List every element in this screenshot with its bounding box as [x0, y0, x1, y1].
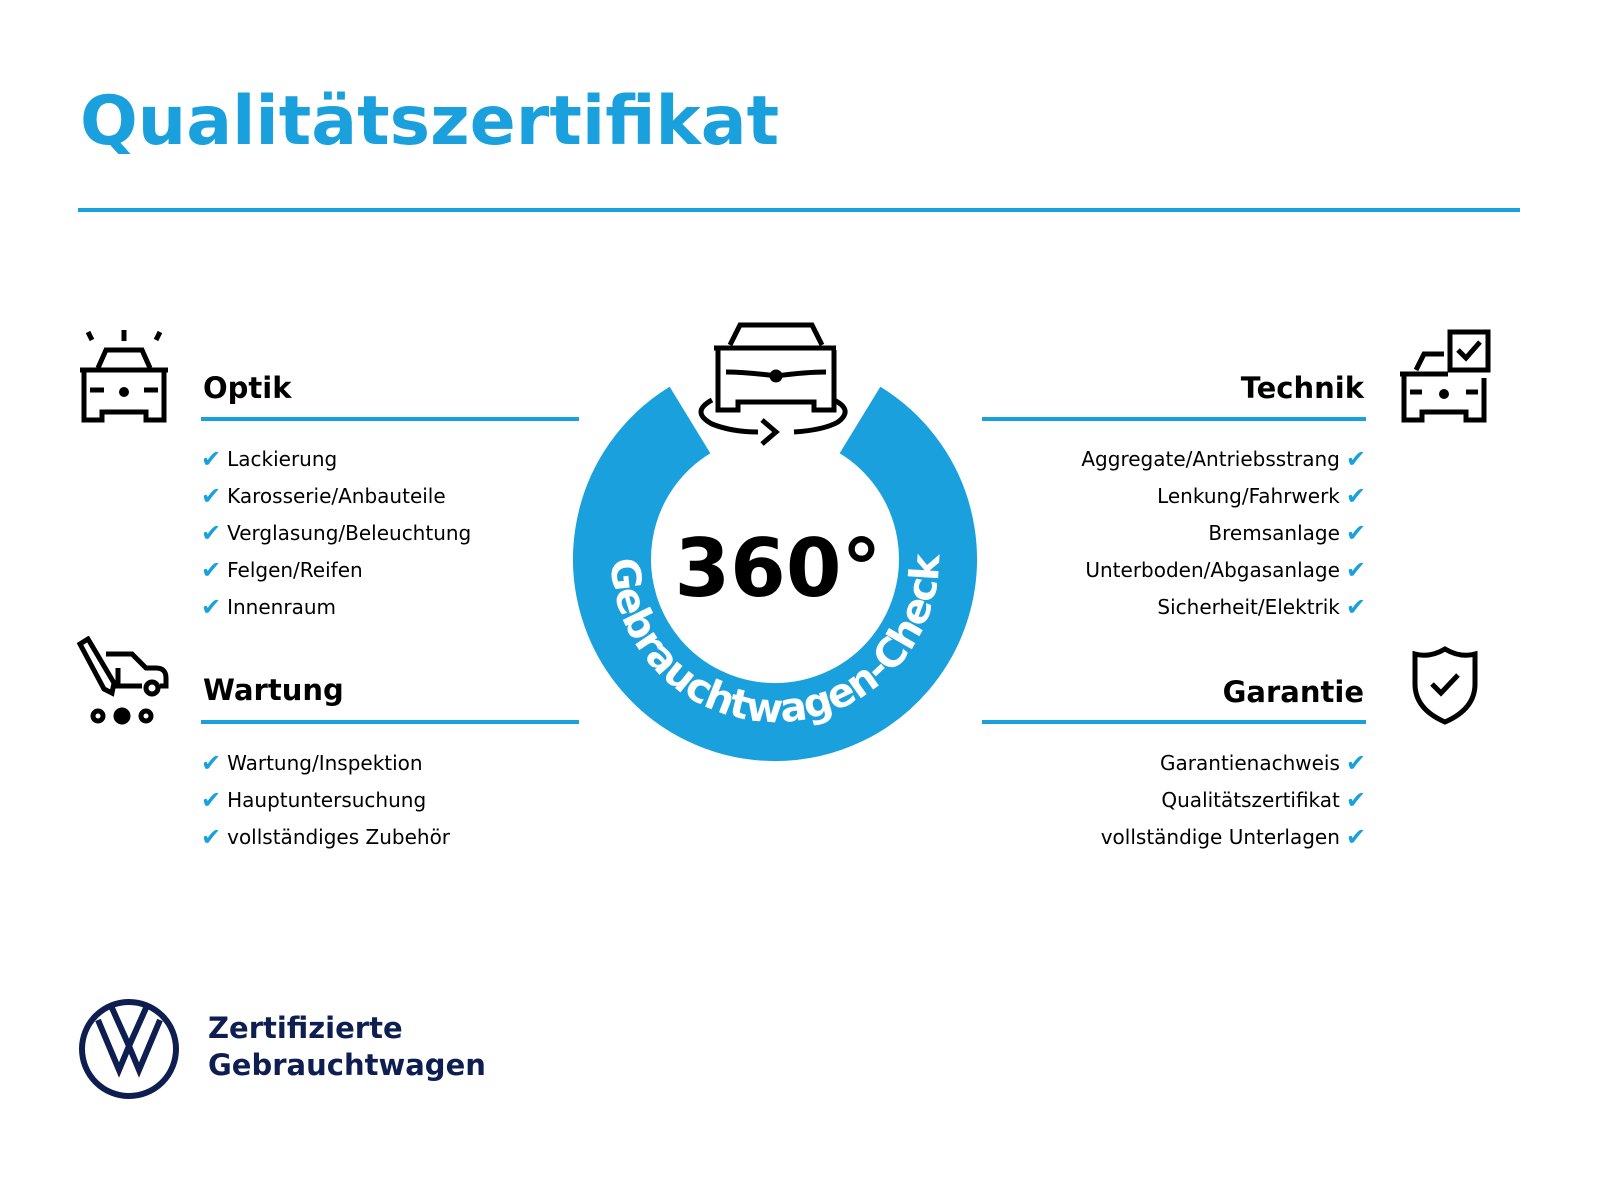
check-icon: ✔	[1345, 822, 1366, 851]
item-label: Sicherheit/Elektrik	[1157, 594, 1340, 619]
item-label: vollständiges Zubehör	[227, 824, 451, 849]
title-divider	[78, 208, 1520, 212]
footer-line-1: Zertifizierte	[208, 1011, 403, 1045]
section-title-garantie: Garantie	[1222, 675, 1364, 709]
item-label: Qualitätszertifikat	[1161, 787, 1340, 812]
check-icon: ✔	[1345, 518, 1366, 547]
car-rotate-icon	[698, 322, 848, 446]
optik-list: ✔ Lackierung ✔ Karosserie/Anbauteile ✔ Verg…	[201, 440, 471, 625]
list-item: ✔ Felgen/Reifen	[201, 551, 471, 588]
optik-divider	[201, 417, 579, 421]
footer-line-2: Gebrauchtwagen	[208, 1048, 486, 1082]
item-label: Wartung/Inspektion	[227, 750, 423, 775]
item-label: Felgen/Reifen	[227, 557, 363, 582]
item-label: Hauptuntersuchung	[227, 787, 427, 812]
item-label: Aggregate/Antriebsstrang	[1081, 446, 1340, 471]
service-van-icon	[76, 636, 169, 725]
item-label: Lenkung/Fahrwerk	[1157, 483, 1340, 508]
badge-ring	[573, 386, 977, 762]
car-lights-icon	[80, 330, 168, 423]
check-icon: ✔	[1345, 481, 1366, 510]
item-label: Lackierung	[227, 446, 338, 471]
item-label: Unterboden/Abgasanlage	[1085, 557, 1340, 582]
list-item: ✔ Verglasung/Beleuchtung	[201, 514, 471, 551]
list-item: ✔ Innenraum	[201, 588, 471, 625]
wartung-divider	[201, 720, 579, 724]
section-title-optik: Optik	[203, 371, 292, 405]
check-icon: ✔	[201, 748, 222, 777]
check-icon: ✔	[201, 481, 222, 510]
list-item: Unterboden/Abgasanlage ✔	[1081, 551, 1366, 588]
check-icon: ✔	[201, 444, 222, 473]
garantie-divider	[982, 720, 1366, 724]
technik-divider	[982, 417, 1366, 421]
list-item: Bremsanlage ✔	[1081, 514, 1366, 551]
check-icon: ✔	[1345, 748, 1366, 777]
check-icon: ✔	[1345, 785, 1366, 814]
page-title: Qualitätszertifikat	[80, 82, 780, 161]
list-item: ✔ Wartung/Inspektion	[201, 744, 450, 781]
item-label: Innenraum	[227, 594, 336, 619]
check-icon: ✔	[1345, 444, 1366, 473]
shield-check-icon	[1412, 646, 1478, 725]
check-icon: ✔	[201, 518, 222, 547]
section-title-wartung: Wartung	[203, 673, 344, 707]
check-icon: ✔	[201, 822, 222, 851]
list-item: ✔ Karosserie/Anbauteile	[201, 477, 471, 514]
garantie-list: Garantienachweis ✔ Qualitätszertifikat ✔ v…	[1101, 744, 1366, 855]
footer-brand-text: Zertifizierte Gebrauchtwagen	[208, 1010, 486, 1084]
car-check-icon	[1400, 329, 1491, 423]
wartung-list: ✔ Wartung/Inspektion ✔ Hauptuntersuchung ✔…	[201, 744, 450, 855]
badge-360: 360°	[675, 522, 882, 615]
gebrauchtwagen-check-badge: Gebrauchtwagen-Check 360°	[573, 322, 977, 762]
check-icon: ✔	[201, 592, 222, 621]
list-item: Sicherheit/Elektrik ✔	[1081, 588, 1366, 625]
list-item: Lenkung/Fahrwerk ✔	[1081, 477, 1366, 514]
item-label: Garantienachweis	[1160, 750, 1340, 775]
item-label: Karosserie/Anbauteile	[227, 483, 446, 508]
item-label: Verglasung/Beleuchtung	[227, 520, 472, 545]
list-item: vollständige Unterlagen ✔	[1101, 818, 1366, 855]
check-icon: ✔	[1345, 555, 1366, 584]
list-item: ✔ Lackierung	[201, 440, 471, 477]
list-item: ✔ Hauptuntersuchung	[201, 781, 450, 818]
list-item: Garantienachweis ✔	[1101, 744, 1366, 781]
item-label: Bremsanlage	[1208, 520, 1340, 545]
check-icon: ✔	[201, 785, 222, 814]
list-item: ✔ vollständiges Zubehör	[201, 818, 450, 855]
list-item: Aggregate/Antriebsstrang ✔	[1081, 440, 1366, 477]
check-icon: ✔	[1345, 592, 1366, 621]
vw-logo	[79, 999, 179, 1099]
check-icon: ✔	[201, 555, 222, 584]
list-item: Qualitätszertifikat ✔	[1101, 781, 1366, 818]
section-title-technik: Technik	[1240, 371, 1364, 405]
technik-list: Aggregate/Antriebsstrang ✔ Lenkung/Fahrwe…	[1081, 440, 1366, 625]
item-label: vollständige Unterlagen	[1100, 824, 1340, 849]
